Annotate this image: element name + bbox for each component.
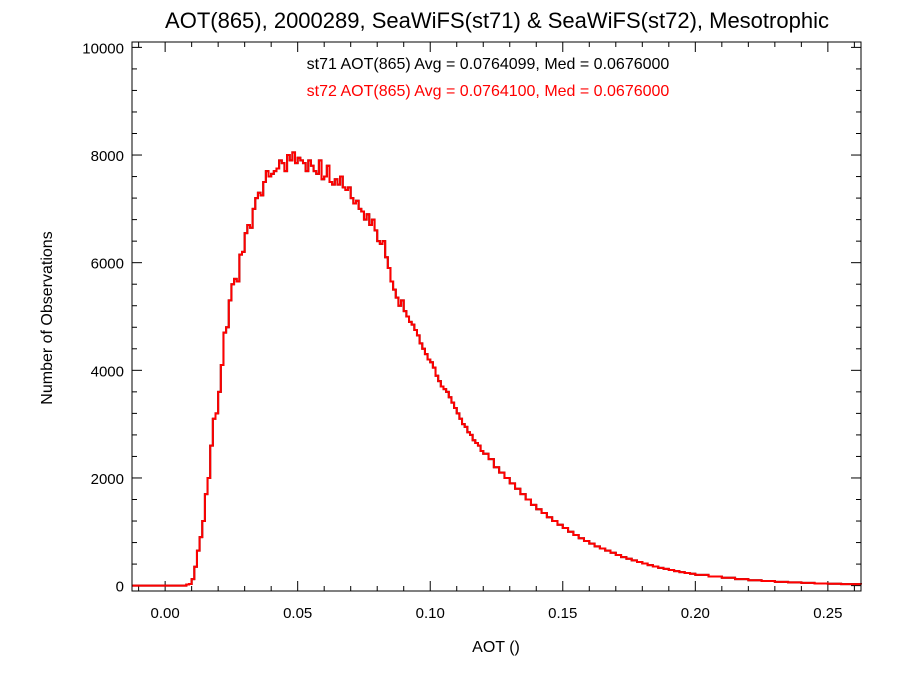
legend-annotation-st71: st71 AOT(865) Avg = 0.0764099, Med = 0.0…	[307, 56, 670, 73]
x-tick-label: 0.10	[416, 605, 445, 622]
chart-title: AOT(865), 2000289, SeaWiFS(st71) & SeaWi…	[165, 8, 829, 33]
y-axis-label: Number of Observations	[39, 231, 56, 404]
histogram-line-series-2	[132, 151, 862, 587]
plot-frame	[131, 41, 862, 592]
x-tick-label: 0.15	[548, 605, 577, 622]
y-tick-label: 8000	[91, 148, 124, 165]
y-tick-label: 4000	[91, 363, 124, 380]
axis-ticks: 0.00 0.05 0.10 0.15 0.20 0.25 0 2000 4000 6000 800…	[82, 40, 861, 622]
y-tick-label: 6000	[91, 256, 124, 273]
y-tick-label: 0	[116, 579, 124, 596]
y-tick-label: 2000	[91, 471, 124, 488]
x-tick-label: 0.25	[813, 605, 842, 622]
x-axis-label: AOT ()	[472, 639, 520, 656]
x-tick-label: 0.05	[283, 605, 312, 622]
y-tick-label: 10000	[82, 40, 124, 57]
x-tick-label: 0.20	[681, 605, 710, 622]
data-series	[132, 151, 862, 587]
histogram-line-series-1	[132, 151, 862, 587]
x-tick-label: 0.00	[151, 605, 180, 622]
legend-annotation-st72: st72 AOT(865) Avg = 0.0764100, Med = 0.0…	[307, 83, 670, 100]
